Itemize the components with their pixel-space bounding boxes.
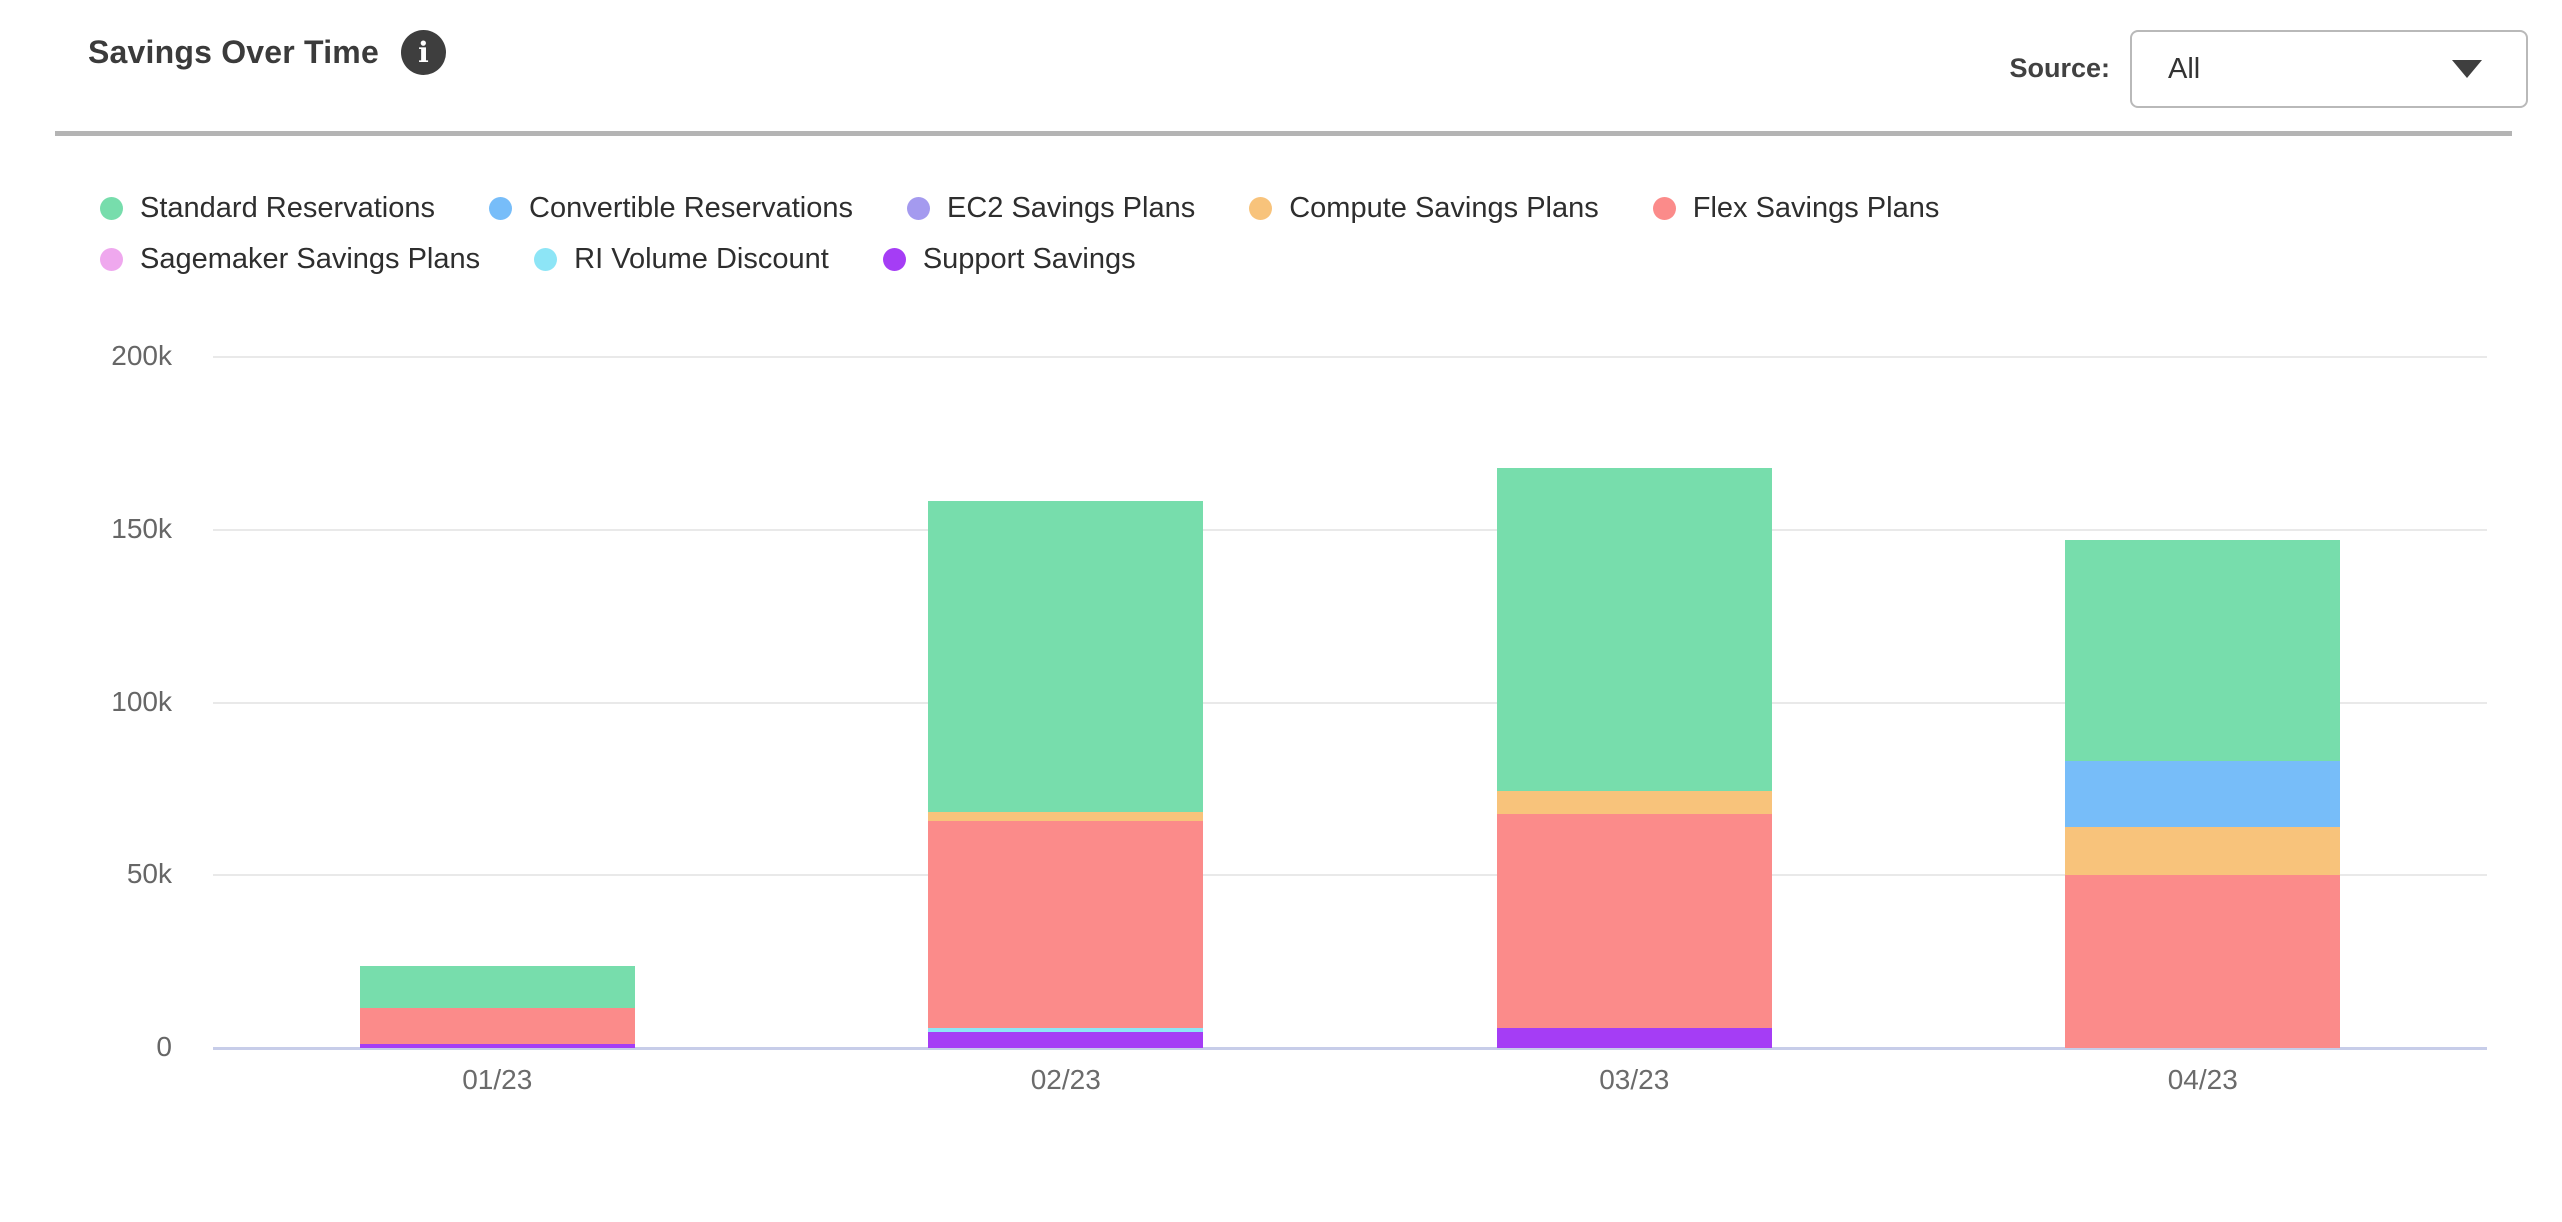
page-title: Savings Over Time xyxy=(88,34,379,70)
source-label: Source: xyxy=(2009,53,2110,83)
legend-label: Compute Savings Plans xyxy=(1289,192,1599,224)
segment-standard-reservations xyxy=(359,966,635,1008)
segment-support-savings xyxy=(928,1032,1204,1048)
segment-compute-savings-plans xyxy=(2065,826,2341,876)
segment-standard-reservations xyxy=(1496,468,1772,792)
legend-label: EC2 Savings Plans xyxy=(946,192,1196,224)
legend-label: Convertible Reservations xyxy=(529,192,853,224)
segment-support-savings xyxy=(1496,1027,1772,1048)
segment-flex-savings-plans xyxy=(2065,875,2341,1048)
info-icon[interactable]: i xyxy=(400,30,446,75)
legend-dot xyxy=(100,197,123,220)
legend-dot xyxy=(1652,197,1676,220)
segment-flex-savings-plans xyxy=(1496,813,1772,1028)
segment-flex-savings-plans xyxy=(928,821,1204,1029)
gridline-200k xyxy=(213,356,2487,358)
legend-label: Sagemaker Savings Plans xyxy=(140,243,481,275)
gridline-100k xyxy=(213,701,2487,704)
segment-standard-reservations xyxy=(928,501,1204,813)
legend-item-standard-reservations[interactable]: Standard Reservations xyxy=(100,192,435,225)
x-axis-line xyxy=(213,1047,2487,1050)
bar-04-23 xyxy=(2065,357,2341,1048)
chevron-down-icon xyxy=(2452,60,2482,78)
legend-item-support-savings[interactable]: Support Savings xyxy=(882,243,1136,276)
segment-convertible-reservations xyxy=(2065,761,2341,827)
x-axis-label: 02/23 xyxy=(1030,1064,1101,1095)
y-axis-tick-label: 0 xyxy=(156,1031,172,1062)
gridline-150k xyxy=(213,528,2487,531)
legend: Standard Reservations Convertible Reserva… xyxy=(100,192,1939,276)
legend-label: Support Savings xyxy=(922,243,1136,275)
legend-dot xyxy=(534,248,558,271)
bar-03-23 xyxy=(1496,357,1772,1048)
legend-label: Standard Reservations xyxy=(140,192,435,224)
legend-label: RI Volume Discount xyxy=(574,243,829,275)
legend-item-compute-savings-plans[interactable]: Compute Savings Plans xyxy=(1249,192,1599,225)
header-divider xyxy=(55,131,2512,136)
legend-item-ri-volume-discount[interactable]: RI Volume Discount xyxy=(534,243,829,276)
y-axis-tick-label: 150k xyxy=(111,512,172,544)
legend-item-flex-savings-plans[interactable]: Flex Savings Plans xyxy=(1652,192,1940,225)
segment-compute-savings-plans xyxy=(928,812,1204,822)
legend-dot xyxy=(1249,197,1273,220)
segment-ri-volume-discount xyxy=(928,1028,1204,1033)
x-axis-label: 01/23 xyxy=(462,1064,533,1095)
x-axis-label: 03/23 xyxy=(1599,1064,1670,1095)
y-axis-tick-label: 200k xyxy=(111,340,172,371)
segment-flex-savings-plans xyxy=(359,1007,635,1044)
bar-02-23 xyxy=(928,357,1204,1048)
x-axis-label: 04/23 xyxy=(2167,1064,2238,1095)
panel-header: Savings Over Time i xyxy=(88,30,446,75)
segment-compute-savings-plans xyxy=(1496,791,1772,814)
source-select-value: All xyxy=(2168,52,2201,85)
legend-label: Flex Savings Plans xyxy=(1692,192,1940,224)
source-select[interactable]: All xyxy=(2130,30,2528,108)
legend-dot xyxy=(882,248,906,271)
bar-01-23 xyxy=(359,357,635,1048)
legend-dot xyxy=(100,248,123,271)
legend-item-ec2-savings-plans[interactable]: EC2 Savings Plans xyxy=(906,192,1196,225)
legend-item-convertible-reservations[interactable]: Convertible Reservations xyxy=(489,192,853,225)
segment-support-savings xyxy=(359,1043,635,1048)
segment-standard-reservations xyxy=(2065,540,2341,762)
gridline-50k xyxy=(213,874,2487,877)
legend-item-sagemaker-savings-plans[interactable]: Sagemaker Savings Plans xyxy=(100,243,480,276)
legend-row-1: Standard Reservations Convertible Reserva… xyxy=(100,192,1939,225)
y-axis-tick-label: 100k xyxy=(111,685,172,717)
legend-dot xyxy=(906,197,930,220)
legend-row-2: Sagemaker Savings Plans RI Volume Discoun… xyxy=(100,243,1939,276)
y-axis-tick-label: 50k xyxy=(126,858,172,890)
legend-dot xyxy=(489,197,512,220)
